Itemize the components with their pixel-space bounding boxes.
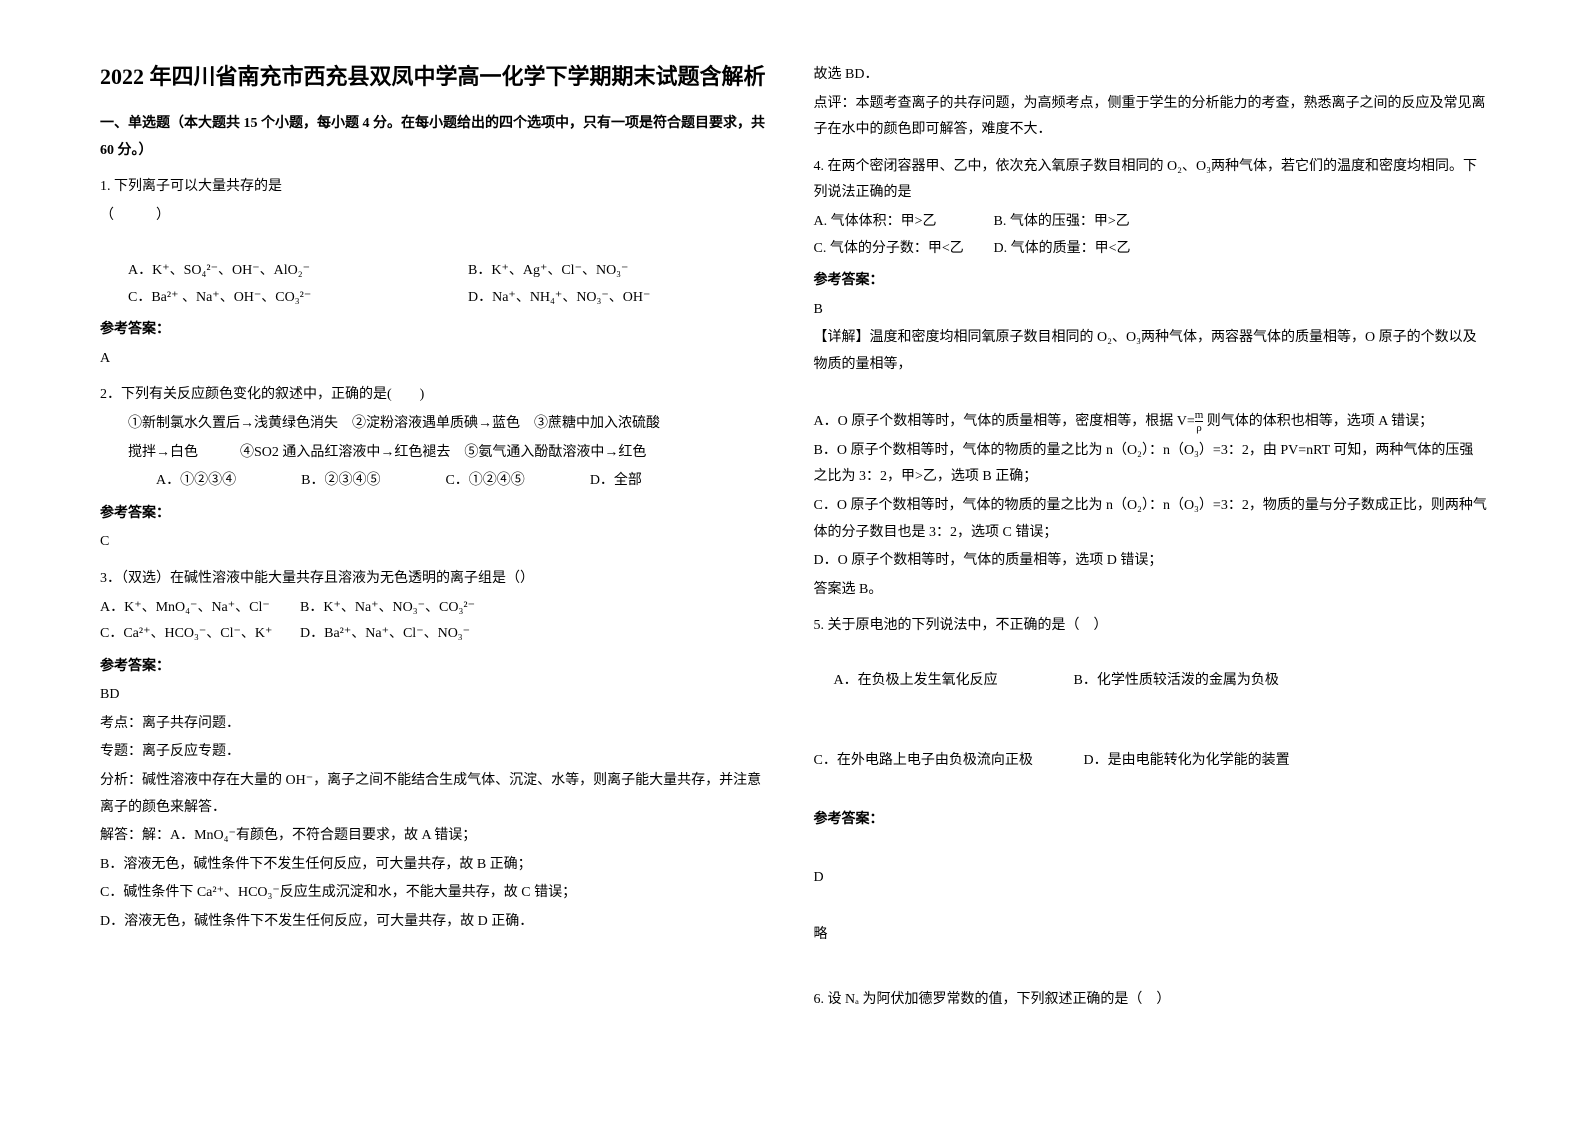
q4-answer-label: 参考答案： <box>814 268 1488 295</box>
q5-optB: B．化学性质较活泼的金属为负极 <box>1074 668 1279 695</box>
q5-answer-label: 参考答案： <box>814 807 1488 834</box>
q5-options-row2: C．在外电路上电子由负极流向正极 D．是由电能转化为化学能的装置 <box>814 748 1488 775</box>
col2-line1: 故选 BD． <box>814 62 1488 89</box>
q4-optC: C. 气体的分子数：甲<乙 <box>814 236 994 263</box>
right-column: 故选 BD． 点评：本题考查离子的共存问题，为高频考点，侧重于学生的分析能力的考… <box>794 60 1508 1062</box>
q6-stem: 6. 设 Nₐ 为阿伏加德罗常数的值，下列叙述正确的是（ ） <box>814 987 1488 1014</box>
q2-optC: C．①②④⑤ <box>445 468 524 495</box>
q3-answer-label: 参考答案： <box>100 654 774 681</box>
q1-optB: B．K⁺、Ag⁺、Cl⁻、NO₃⁻ <box>468 258 628 285</box>
q1-options-row2: C．Ba²⁺ 、Na⁺、OH⁻、CO₃²⁻ D．Na⁺、NH₄⁺、NO₃⁻、OH… <box>100 285 774 312</box>
q4-exp4: C．O 原子个数相等时，气体的物质的量之比为 n（O₂）：n（O₃）=3：2，物… <box>814 493 1488 546</box>
q1-answer-label: 参考答案： <box>100 317 774 344</box>
q2-options: A．①②③④ B．②③④⑤ C．①②④⑤ D．全部 <box>100 468 774 495</box>
q4-exp3: B．O 原子个数相等时，气体的物质的量之比为 n（O₂）：n（O₃）=3：2，由… <box>814 438 1488 491</box>
q5-optA: A．在负极上发生氧化反应 <box>834 668 1074 695</box>
q1-stem: 1. 下列离子可以大量共存的是 <box>100 174 774 201</box>
q2-answer: C <box>100 529 774 556</box>
q4-exp6: 答案选 B。 <box>814 577 1488 604</box>
q5-stem: 5. 关于原电池的下列说法中，不正确的是（ ） <box>814 613 1488 640</box>
q4-optB: B. 气体的压强：甲>乙 <box>994 209 1130 236</box>
q1-options-row1: A．K⁺、SO₄²⁻、OH⁻、AlO₂⁻ B．K⁺、Ag⁺、Cl⁻、NO₃⁻ <box>100 258 774 285</box>
q2-stem: 2．下列有关反应颜色变化的叙述中，正确的是( ) <box>100 382 774 409</box>
q4-optD: D. 气体的质量：甲<乙 <box>994 236 1131 263</box>
q3-exp3: 分析：碱性溶液中存在大量的 OH⁻，离子之间不能结合生成气体、沉淀、水等，则离子… <box>100 768 774 821</box>
q4-options-row1: A. 气体体积：甲>乙 B. 气体的压强：甲>乙 <box>814 209 1488 236</box>
q1-optD: D．Na⁺、NH₄⁺、NO₃⁻、OH⁻ <box>468 285 650 312</box>
q2-answer-label: 参考答案： <box>100 501 774 528</box>
q2-line2: 搅拌→白色 ④SO2 通入品红溶液中→红色褪去 ⑤氨气通入酚酞溶液中→红色 <box>100 440 774 467</box>
q5-answer: D <box>814 865 1488 892</box>
q3-optD: D．Ba²⁺、Na⁺、Cl⁻、NO₃⁻ <box>300 621 470 648</box>
q5-optC: C．在外电路上电子由负极流向正极 <box>814 748 1084 775</box>
q5-options-row1: A．在负极上发生氧化反应 B．化学性质较活泼的金属为负极 <box>814 668 1488 695</box>
q1-answer: A <box>100 346 774 373</box>
q2-line1: ①新制氯水久置后→浅黄绿色消失 ②淀粉溶液遇单质碘→蓝色 ③蔗糖中加入浓硫酸 <box>100 411 774 438</box>
q3-options-row1: A．K⁺、MnO₄⁻、Na⁺、Cl⁻ B．K⁺、Na⁺、NO₃⁻、CO₃²⁻ <box>100 595 774 622</box>
q3-answer: BD <box>100 682 774 709</box>
q4-optA: A. 气体体积：甲>乙 <box>814 209 994 236</box>
q3-stem: 3．（双选）在碱性溶液中能大量共存且溶液为无色透明的离子组是（） <box>100 566 774 593</box>
q3-optC: C．Ca²⁺、HCO₃⁻、Cl⁻、K⁺ <box>100 621 300 648</box>
section-header: 一、单选题（本大题共 15 个小题，每小题 4 分。在每小题给出的四个选项中，只… <box>100 111 774 164</box>
q3-optB: B．K⁺、Na⁺、NO₃⁻、CO₃²⁻ <box>300 595 475 622</box>
q4-exp2: A．O 原子个数相等时，气体的质量相等，密度相等，根据 V=mρ 则气体的体积也… <box>814 409 1488 436</box>
q5-exp: 略 <box>814 922 1488 949</box>
q2-optD: D．全部 <box>590 468 642 495</box>
q1-optA: A．K⁺、SO₄²⁻、OH⁻、AlO₂⁻ <box>128 258 468 285</box>
q4-exp5: D．O 原子个数相等时，气体的质量相等，选项 D 错误； <box>814 548 1488 575</box>
q2-optA: A．①②③④ <box>156 468 236 495</box>
q1-optC: C．Ba²⁺ 、Na⁺、OH⁻、CO₃²⁻ <box>128 285 468 312</box>
q3-optA: A．K⁺、MnO₄⁻、Na⁺、Cl⁻ <box>100 595 300 622</box>
q3-exp4: 解答：解：A．MnO₄⁻有颜色，不符合题目要求，故 A 错误； <box>100 823 774 850</box>
q1-paren: （ ） <box>100 203 774 230</box>
q3-exp1: 考点：离子共存问题． <box>100 711 774 738</box>
q3-exp7: D．溶液无色，碱性条件下不发生任何反应，可大量共存，故 D 正确． <box>100 909 774 936</box>
q4-stem: 4. 在两个密闭容器甲、乙中，依次充入氧原子数目相同的 O₂、O₃两种气体，若它… <box>814 154 1488 207</box>
q3-options-row2: C．Ca²⁺、HCO₃⁻、Cl⁻、K⁺ D．Ba²⁺、Na⁺、Cl⁻、NO₃⁻ <box>100 621 774 648</box>
left-column: 2022 年四川省南充市西充县双凤中学高一化学下学期期末试题含解析 一、单选题（… <box>80 60 794 1062</box>
q4-answer: B <box>814 297 1488 324</box>
q3-exp2: 专题：离子反应专题． <box>100 739 774 766</box>
q4-exp1: 【详解】温度和密度均相同氧原子数目相同的 O₂、O₃两种气体，两容器气体的质量相… <box>814 325 1488 378</box>
q3-exp6: C．碱性条件下 Ca²⁺、HCO₃⁻反应生成沉淀和水，不能大量共存，故 C 错误… <box>100 880 774 907</box>
q4-options-row2: C. 气体的分子数：甲<乙 D. 气体的质量：甲<乙 <box>814 236 1488 263</box>
q3-exp5: B．溶液无色，碱性条件下不发生任何反应，可大量共存，故 B 正确； <box>100 852 774 879</box>
q4-exp2a: A．O 原子个数相等时，气体的质量相等，密度相等，根据 V= <box>814 414 1195 429</box>
q2-optB: B．②③④⑤ <box>301 468 380 495</box>
fraction-icon: mρ <box>1195 409 1204 434</box>
q4-exp2b: 则气体的体积也相等，选项 A 错误； <box>1203 414 1433 429</box>
exam-title: 2022 年四川省南充市西充县双凤中学高一化学下学期期末试题含解析 <box>100 60 774 93</box>
col2-line2: 点评：本题考查离子的共存问题，为高频考点，侧重于学生的分析能力的考查，熟悉离子之… <box>814 91 1488 144</box>
q5-optD: D．是由电能转化为化学能的装置 <box>1084 748 1290 775</box>
